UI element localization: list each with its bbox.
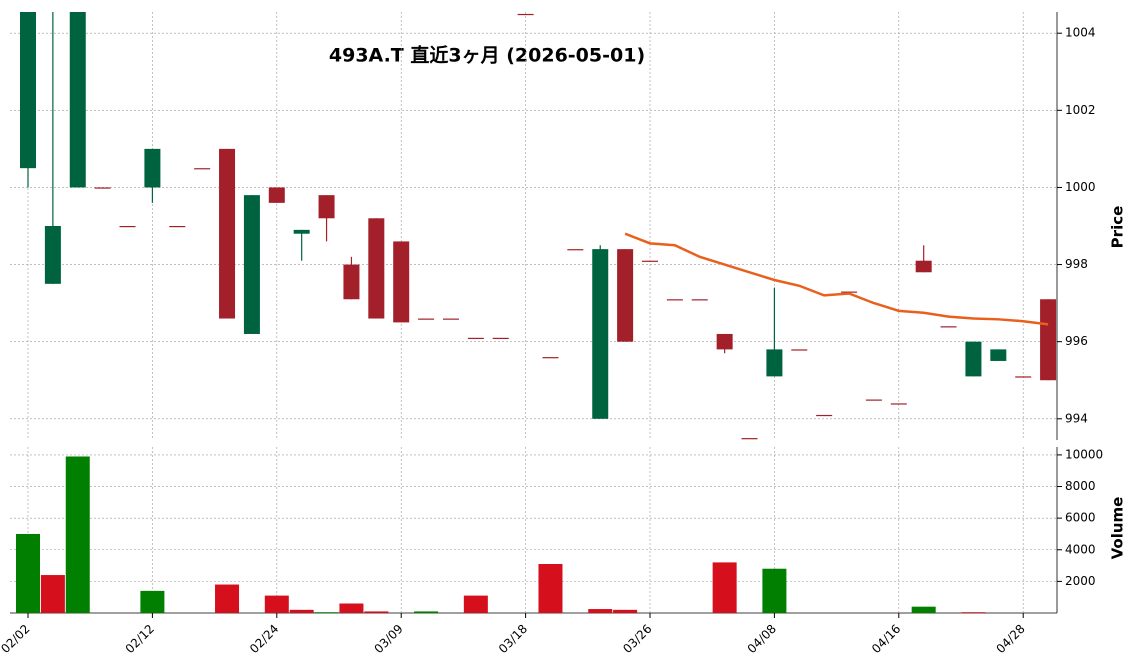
candle-body	[791, 349, 808, 351]
candle-body	[119, 226, 136, 228]
candle-body	[617, 249, 634, 342]
y2-tick-label: 8000	[1065, 479, 1096, 493]
volume-bar	[538, 563, 563, 613]
candle-body	[841, 291, 858, 293]
y2-axis-label: Volume	[1109, 497, 1127, 560]
candle-body	[442, 318, 459, 320]
volume-bar	[339, 603, 364, 613]
volume-bar	[911, 606, 936, 613]
y2-tick-label: 10000	[1065, 447, 1103, 461]
candle-body	[865, 399, 882, 401]
candle-body	[1015, 376, 1032, 378]
x-tick-label: 02/12	[123, 622, 157, 656]
candle-body	[642, 260, 658, 262]
candle-body	[467, 337, 484, 340]
x-tick-label: 04/16	[869, 622, 903, 656]
candle-body	[741, 438, 758, 440]
candle-body	[1040, 299, 1057, 381]
volume-bar	[712, 562, 737, 613]
y2-tick-label: 4000	[1065, 542, 1096, 556]
x-tick-label: 03/18	[496, 622, 530, 656]
volume-bar	[16, 533, 40, 613]
candle-body	[691, 299, 708, 301]
volume-bar	[314, 612, 339, 613]
candle-body	[368, 218, 385, 319]
y2-tick-label: 2000	[1065, 574, 1096, 588]
candle-body	[990, 349, 1007, 361]
candle-body	[666, 299, 683, 301]
volume-bar	[613, 609, 638, 613]
y-tick-label: 1000	[1065, 180, 1096, 194]
candle-body	[816, 414, 833, 417]
candle-body	[890, 403, 907, 405]
candle-body	[243, 195, 260, 334]
candle-body	[194, 168, 211, 170]
volume-bar	[414, 611, 439, 613]
candle-body	[293, 229, 310, 234]
candle-body	[169, 226, 186, 228]
volume-bar	[961, 612, 986, 613]
candle-body	[20, 12, 36, 169]
volume-bar	[588, 609, 613, 613]
x-tick-label: 04/28	[993, 622, 1027, 656]
candle-body	[940, 326, 957, 328]
x-tick-label: 04/08	[745, 622, 779, 656]
volume-bar	[762, 568, 787, 613]
candle-body	[418, 318, 435, 320]
candle-body	[517, 13, 534, 16]
candle-body	[716, 333, 733, 350]
y-axis-label: Price	[1109, 206, 1127, 249]
x-tick-label: 02/02	[0, 622, 33, 656]
x-tick-label: 02/24	[247, 622, 281, 656]
candle-body	[94, 187, 111, 189]
candle-body	[144, 148, 161, 188]
candle-body	[542, 357, 559, 359]
candle-body	[69, 12, 86, 188]
candle-body	[44, 226, 61, 284]
volume-bar	[264, 595, 289, 613]
volume-bar	[463, 595, 488, 613]
candle-body	[766, 349, 783, 377]
volume-bar	[364, 611, 389, 613]
volume-bar	[40, 575, 65, 613]
volume-bar	[215, 584, 240, 613]
y-tick-label: 994	[1065, 411, 1088, 425]
y-tick-label: 998	[1065, 257, 1088, 271]
x-tick-label: 03/09	[371, 622, 405, 656]
candle-body	[592, 249, 609, 419]
moving-average-line	[624, 232, 1049, 326]
x-tick-label: 03/26	[620, 622, 654, 656]
candle-body	[219, 148, 236, 319]
chart-title: 493A.T 直近3ヶ月 (2026-05-01)	[329, 44, 645, 67]
candle-body	[965, 341, 982, 377]
candle-body	[343, 264, 360, 300]
candle-body	[268, 187, 285, 203]
candle-body	[567, 249, 584, 251]
y-tick-label: 1004	[1065, 26, 1096, 40]
candle-body	[492, 337, 509, 340]
volume-bar	[65, 456, 90, 613]
candle-body	[915, 260, 932, 273]
candle-body	[318, 195, 335, 219]
y-tick-label: 996	[1065, 334, 1088, 348]
price-panel	[20, 12, 1057, 440]
volume-bar	[289, 609, 314, 613]
y2-tick-label: 6000	[1065, 511, 1096, 525]
y-tick-label: 1002	[1065, 103, 1096, 117]
volume-bar	[140, 590, 165, 613]
candle-body	[393, 241, 410, 323]
volume-panel	[16, 456, 986, 613]
